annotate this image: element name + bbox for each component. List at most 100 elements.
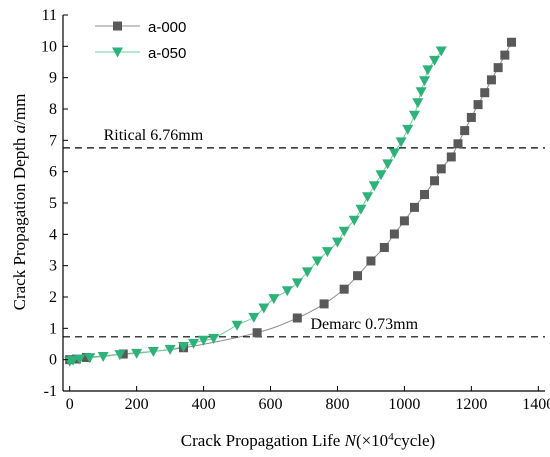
data-point-square — [460, 126, 470, 136]
data-point-square — [113, 21, 122, 31]
y-tick-label: 5 — [49, 195, 57, 212]
data-point-square — [389, 229, 399, 239]
y-tick-label: 6 — [49, 164, 57, 181]
data-point-square — [446, 152, 456, 162]
data-point-triangle — [147, 347, 159, 358]
legend-label: a-000 — [148, 19, 186, 36]
y-tick-label: 1 — [49, 320, 57, 337]
data-point-square — [430, 176, 440, 186]
y-tick-label: 9 — [49, 70, 57, 87]
data-point-triangle — [355, 204, 367, 215]
data-point-triangle — [311, 256, 323, 267]
x-tick-label: 400 — [192, 396, 216, 413]
data-point-triangle — [415, 87, 427, 98]
data-point-square — [473, 100, 483, 110]
data-point-triangle — [84, 353, 96, 364]
data-point-triangle — [348, 215, 360, 226]
data-point-triangle — [258, 303, 270, 314]
data-point-triangle — [382, 159, 394, 170]
data-point-square — [252, 328, 262, 338]
data-markers — [64, 37, 517, 367]
legend: a-000 a-050 — [95, 19, 186, 62]
data-point-square — [486, 75, 496, 85]
data-point-square — [339, 284, 349, 294]
data-point-triangle — [291, 278, 303, 289]
data-point-triangle — [114, 350, 126, 361]
data-point-triangle — [388, 148, 400, 159]
data-point-triangle — [412, 98, 424, 109]
x-axis-label: Crack Propagation Life N(×104cycle) — [181, 431, 435, 450]
data-point-square — [480, 88, 490, 98]
data-point-triangle — [198, 335, 210, 346]
data-point-square — [379, 242, 389, 252]
data-point-triangle — [402, 124, 414, 135]
data-point-triangle — [131, 348, 143, 359]
y-axis-label: Crack Propagation Depth a/mm — [10, 94, 29, 311]
data-point-triangle — [395, 137, 407, 148]
data-point-triangle — [74, 354, 86, 365]
data-point-square — [353, 271, 363, 281]
data-point-square — [493, 63, 503, 73]
data-point-square — [453, 139, 463, 149]
data-point-square — [81, 352, 91, 362]
x-tick-label: 600 — [259, 396, 283, 413]
data-point-square — [366, 256, 376, 266]
data-point-triangle — [429, 55, 441, 66]
legend-label: a-050 — [148, 45, 186, 62]
x-tick-label: 200 — [125, 396, 149, 413]
y-tick-label: 2 — [49, 289, 57, 306]
data-point-triangle — [268, 294, 280, 305]
data-point-triangle — [188, 338, 200, 349]
x-tick-label: 1400 — [522, 396, 550, 413]
data-point-triangle — [375, 170, 387, 181]
y-tick-label: 3 — [49, 258, 57, 275]
data-point-square — [466, 112, 476, 122]
data-point-square — [292, 313, 302, 323]
data-point-square — [436, 164, 446, 174]
fit-curves — [69, 42, 512, 362]
data-point-triangle — [281, 286, 293, 297]
data-point-square — [409, 202, 419, 212]
data-point-triangle — [208, 333, 220, 344]
data-point-triangle — [248, 312, 260, 323]
data-point-square — [319, 299, 329, 309]
y-tick-label: 7 — [49, 132, 57, 149]
reference-label: Demarc 0.73mm — [310, 316, 418, 333]
y-tick-label: -1 — [44, 383, 57, 400]
y-tick-label: 11 — [42, 7, 57, 24]
data-point-triangle — [231, 320, 243, 331]
data-point-triangle — [435, 46, 447, 57]
fit-line-a-000 — [69, 42, 512, 361]
data-point-triangle — [112, 47, 123, 58]
data-point-triangle — [67, 355, 79, 366]
data-point-triangle — [178, 342, 189, 353]
fit-line-a-050 — [69, 50, 442, 362]
x-tick-label: 800 — [325, 396, 349, 413]
reference-lines: Ritical 6.76mm Demarc 0.73mm — [63, 127, 545, 338]
data-point-triangle — [408, 110, 420, 121]
x-tick-label: 0 — [66, 396, 74, 413]
data-point-triangle — [368, 181, 380, 192]
data-point-triangle — [301, 267, 313, 278]
data-point-square — [399, 216, 409, 226]
data-point-triangle — [321, 247, 333, 258]
data-point-triangle — [422, 65, 434, 76]
x-tick-label: 1200 — [455, 396, 487, 413]
data-point-triangle — [338, 226, 350, 237]
data-point-triangle — [419, 76, 430, 87]
y-tick-label: 10 — [41, 38, 57, 55]
data-point-triangle — [97, 352, 109, 363]
data-point-square — [420, 190, 429, 200]
data-point-square — [507, 37, 517, 47]
y-tick-label: 4 — [49, 226, 57, 243]
data-point-square — [500, 50, 510, 60]
tick-labels: 0 200 400 600 800 1000 1200 1400 -1 0 1 2 3 4 5 6 7 8 9 10 1… — [41, 7, 550, 413]
data-point-triangle — [331, 237, 343, 248]
data-point-triangle — [362, 192, 374, 203]
axes — [62, 14, 545, 392]
reference-label: Ritical 6.76mm — [104, 127, 204, 144]
x-tick-label: 1000 — [388, 396, 420, 413]
y-tick-label: 8 — [49, 101, 57, 118]
data-point-triangle — [164, 344, 176, 355]
